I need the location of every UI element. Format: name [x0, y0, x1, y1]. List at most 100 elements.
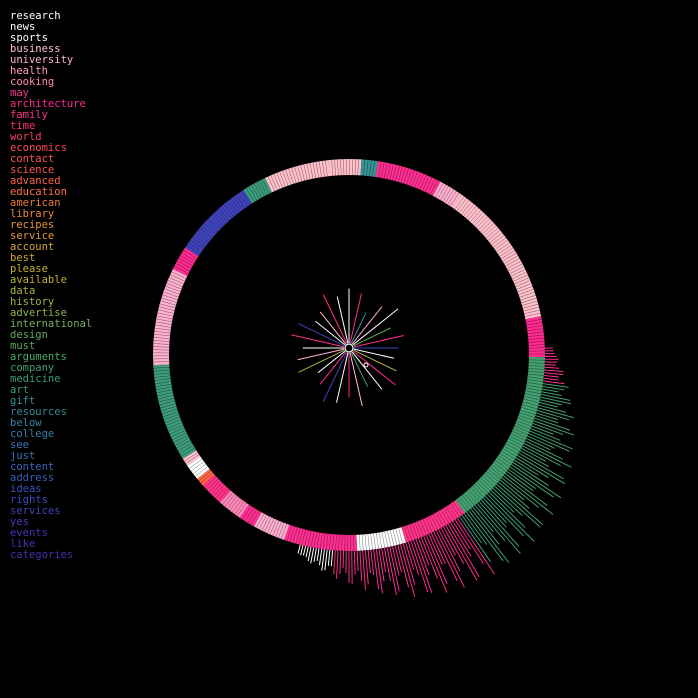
ring-outer-bar — [300, 545, 304, 556]
ring-tick — [267, 176, 275, 192]
ring-outer-bar — [527, 435, 555, 449]
ring-tick — [164, 416, 181, 423]
ring-tick — [156, 318, 173, 323]
ring-tick — [518, 415, 534, 421]
ring-tick — [435, 512, 444, 527]
ring-tick — [162, 411, 179, 418]
ring-outer-bar — [543, 380, 565, 385]
ring-tick — [527, 376, 544, 379]
ring-tick — [322, 533, 326, 550]
ring-tick — [474, 483, 487, 496]
ring-tick — [183, 249, 198, 259]
ring-outer-bar — [542, 385, 565, 391]
ring-tick — [364, 534, 367, 551]
ring-outer-bar — [533, 420, 575, 436]
ring-outer-bar — [375, 549, 383, 594]
ring-tick — [158, 309, 174, 314]
ring-outer-bar — [305, 546, 309, 558]
center-node — [344, 343, 354, 353]
ring-tick — [513, 274, 528, 282]
ring-tick — [201, 225, 214, 237]
ring-tick — [331, 159, 334, 176]
ring-outer-bar — [433, 531, 458, 582]
ring-tick — [319, 532, 323, 549]
ring-tick — [528, 370, 545, 373]
ring-outer-bar — [543, 374, 559, 378]
ring-tick — [278, 522, 285, 538]
ring-tick — [159, 303, 176, 309]
ring-outer-bar — [302, 546, 307, 556]
ring-tick — [312, 162, 317, 179]
ring-outer-bar — [405, 542, 415, 570]
ring-tick — [165, 285, 181, 292]
ring-tick — [193, 234, 207, 246]
ring-tick — [178, 257, 193, 267]
ring-outer-bar — [435, 530, 465, 588]
ring-outer-bar — [519, 450, 550, 468]
ring-tick — [493, 462, 507, 473]
ring-outer-bar — [438, 529, 461, 572]
ring-tick — [487, 469, 501, 480]
ring-tick — [198, 470, 212, 482]
ring-tick — [251, 184, 260, 200]
ring-tick — [259, 180, 268, 195]
ring-tick — [180, 447, 195, 457]
ring-tick — [156, 315, 173, 320]
legend-item: service — [10, 230, 55, 242]
ring-tick — [492, 237, 507, 248]
ring-outer-bar — [490, 489, 515, 513]
ring-tick — [262, 179, 270, 194]
ring-tick — [318, 161, 322, 178]
center-node — [363, 362, 369, 368]
ring-outer-bar — [499, 479, 525, 501]
ring-tick — [489, 466, 503, 478]
ring-segment — [328, 158, 362, 176]
ring-outer-bar — [367, 550, 371, 574]
ring-outer-bar — [537, 407, 575, 419]
ring-segment — [197, 468, 215, 486]
ring-tick — [335, 534, 337, 551]
ring-tick — [457, 498, 468, 512]
ring-outer-bar — [496, 483, 544, 526]
legend-item: arguments — [10, 351, 67, 363]
ring-tick — [504, 255, 519, 264]
ring-outer-bar — [484, 495, 524, 537]
ring-tick — [288, 168, 294, 184]
ring-tick — [398, 527, 404, 544]
ring-tick — [273, 173, 281, 189]
ring-outer-bar — [316, 548, 320, 561]
ring-tick — [515, 422, 531, 430]
ring-outer-bar — [461, 514, 482, 544]
ring-tick — [156, 386, 172, 391]
ring-tick — [521, 300, 538, 306]
ring-tick — [357, 159, 359, 176]
legend-item: recipes — [10, 219, 55, 231]
legend-item: advertise — [10, 307, 67, 319]
ring-outer-bar — [430, 532, 446, 564]
ring-tick — [527, 331, 544, 334]
ring-tick — [474, 214, 486, 226]
ring-outer-bar — [528, 433, 570, 452]
ring-tick — [170, 274, 185, 282]
center-spoke — [315, 320, 346, 346]
ring-tick — [199, 227, 213, 239]
ring-tick — [527, 373, 544, 376]
ring-tick — [153, 340, 170, 342]
ring-outer-bar — [509, 466, 554, 498]
ring-tick — [235, 194, 246, 209]
ring-outer-bar — [541, 388, 559, 393]
ring-tick — [459, 199, 470, 213]
ring-tick — [502, 252, 517, 262]
ring-tick — [191, 237, 206, 248]
ring-tick — [376, 532, 379, 549]
legend-item: medicine — [10, 373, 61, 385]
ring-tick — [206, 478, 219, 490]
ring-tick — [359, 534, 361, 551]
ring-tick — [496, 457, 510, 468]
ring-outer-bar — [529, 430, 573, 450]
ring-tick — [498, 455, 512, 465]
ring-tick — [525, 390, 542, 395]
ring-tick — [509, 435, 525, 444]
ring-tick — [422, 519, 430, 534]
ring-tick — [222, 492, 233, 505]
